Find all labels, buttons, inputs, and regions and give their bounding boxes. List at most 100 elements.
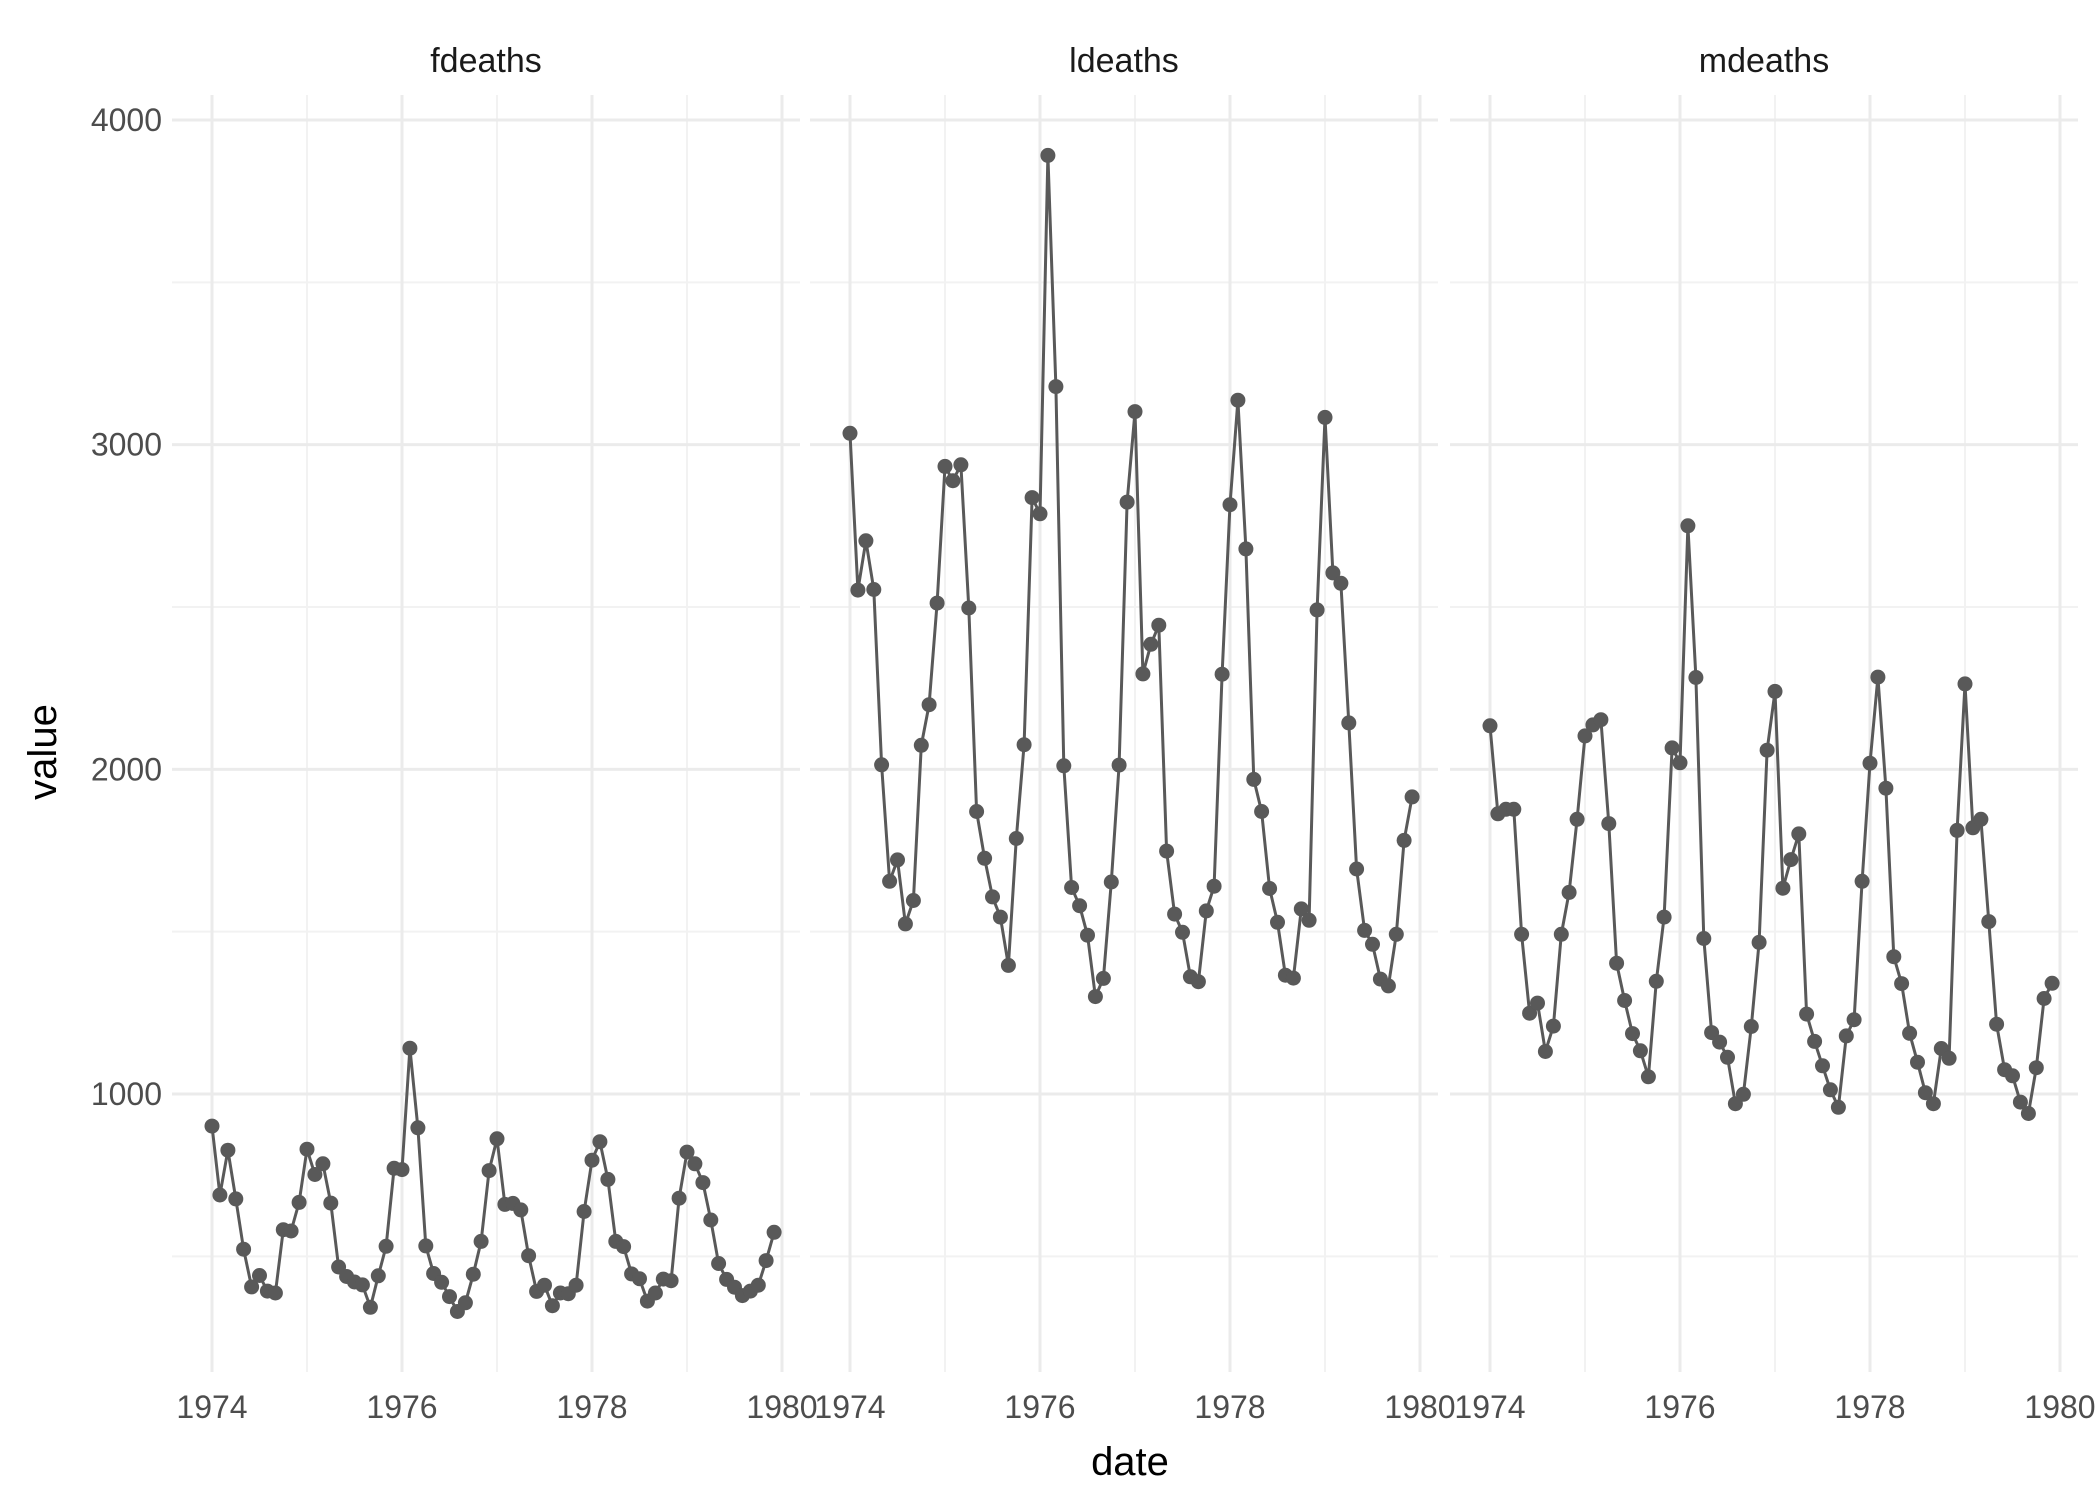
data-point [489, 1131, 505, 1147]
data-point [513, 1202, 529, 1218]
data-point [992, 909, 1008, 925]
data-point [465, 1266, 481, 1282]
data-point [1293, 901, 1309, 917]
data-point [592, 1134, 608, 1150]
data-point [1317, 409, 1333, 425]
data-point [1743, 1019, 1759, 1034]
data-point [985, 889, 1000, 905]
data-point [1878, 780, 1894, 796]
series-line-fdeaths [210, 1046, 776, 1313]
data-point [1981, 914, 1997, 930]
data-point [1325, 565, 1341, 581]
data-point [750, 1277, 766, 1293]
x-tick-label: 1978 [556, 1389, 627, 1425]
x-tick-label: 1978 [1834, 1389, 1905, 1425]
data-point [1807, 1033, 1823, 1049]
facet-strip-label: ldeaths [1069, 42, 1179, 80]
data-point [291, 1194, 307, 1210]
data-point [1593, 712, 1609, 728]
data-point [1957, 676, 1973, 692]
y-tick-label: 1000 [91, 1076, 162, 1112]
data-point [1087, 989, 1103, 1005]
data-point [1365, 936, 1380, 952]
y-tick-label: 4000 [91, 102, 162, 138]
data-point [2012, 1094, 2028, 1110]
data-point [866, 582, 882, 597]
data-point [1632, 1043, 1648, 1059]
data-point [647, 1285, 663, 1301]
data-point [1254, 804, 1270, 819]
data-point [890, 852, 905, 868]
x-tick-label: 1974 [814, 1389, 885, 1425]
data-point [1190, 974, 1206, 990]
data-point [1175, 924, 1190, 940]
data-point [1545, 1018, 1561, 1034]
data-point [1151, 617, 1167, 633]
data-point [1103, 874, 1119, 890]
data-point [283, 1223, 299, 1239]
x-tick-label: 1974 [176, 1389, 247, 1425]
y-tick-label: 3000 [91, 427, 162, 463]
data-point [1917, 1085, 1933, 1101]
data-point [2005, 1068, 2020, 1084]
data-point [228, 1191, 244, 1207]
y-axis-title: value [21, 704, 65, 800]
data-point [961, 600, 977, 616]
data-point [1949, 822, 1965, 838]
y-tick-label: 2000 [91, 751, 162, 787]
data-point [1238, 541, 1254, 557]
data-point [600, 1171, 616, 1187]
data-point [1791, 826, 1807, 842]
x-tick-label: 1978 [1194, 1389, 1265, 1425]
data-point [1380, 978, 1396, 994]
data-point [1214, 666, 1230, 682]
data-point [1341, 715, 1357, 731]
data-point [858, 533, 874, 549]
data-point [1696, 931, 1712, 946]
data-point [1404, 789, 1420, 805]
data-point [1799, 1006, 1815, 1022]
data-point [1625, 1026, 1640, 1042]
data-point [945, 473, 961, 489]
data-point [1396, 832, 1412, 848]
data-point [544, 1298, 560, 1314]
data-point [897, 916, 913, 932]
data-point [1032, 506, 1048, 522]
data-point [2028, 1060, 2044, 1076]
facet-strip-label: mdeaths [1699, 42, 1829, 80]
data-point [1553, 926, 1569, 942]
data-point [1530, 995, 1545, 1011]
data-point [1854, 873, 1870, 889]
data-point [362, 1299, 378, 1315]
data-point [1973, 811, 1989, 827]
data-point [204, 1118, 220, 1134]
data-point [584, 1152, 600, 1168]
data-point [695, 1175, 711, 1191]
data-point [1270, 914, 1285, 930]
data-point [1830, 1099, 1846, 1115]
data-point [2036, 991, 2052, 1006]
data-point [632, 1271, 647, 1287]
data-point [1783, 852, 1799, 868]
x-tick-label: 1976 [1644, 1389, 1715, 1425]
data-point [1648, 973, 1664, 989]
data-point [1048, 379, 1064, 395]
data-point [616, 1239, 632, 1255]
data-point [1712, 1034, 1728, 1050]
data-point [1601, 816, 1617, 832]
data-point [1767, 683, 1783, 699]
data-point [1822, 1082, 1838, 1098]
data-point [1506, 801, 1522, 817]
data-point [671, 1190, 687, 1206]
data-point [1775, 880, 1791, 896]
data-point [1640, 1069, 1656, 1085]
data-point [679, 1144, 695, 1160]
data-point [1119, 494, 1135, 510]
data-point [1040, 147, 1056, 163]
data-point [1735, 1086, 1751, 1102]
data-point [1617, 993, 1633, 1008]
data-point [1016, 737, 1032, 753]
data-point [1870, 669, 1886, 685]
data-point [1095, 970, 1111, 986]
data-point [1143, 636, 1159, 652]
